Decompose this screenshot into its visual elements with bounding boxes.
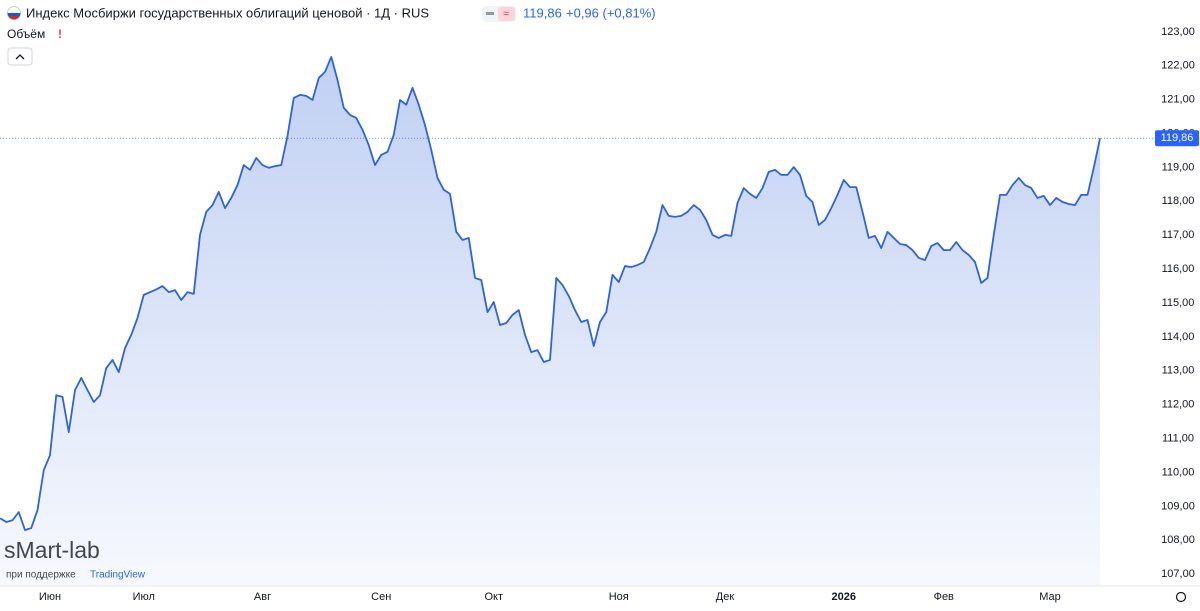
chart-title: Индекс Мосбиржи государственных облигаци… bbox=[26, 5, 429, 20]
area-fill bbox=[0, 56, 1100, 585]
x-tick-label: Ноя bbox=[609, 591, 629, 603]
x-tick-label: Июл bbox=[133, 591, 155, 603]
y-tick-label: 107,00 bbox=[1161, 568, 1195, 580]
icon bbox=[15, 54, 25, 60]
icon bbox=[498, 7, 515, 21]
icon bbox=[486, 12, 494, 15]
support-label: при поддержке bbox=[6, 570, 76, 581]
y-tick-label: 109,00 bbox=[1161, 500, 1195, 512]
price-line bbox=[0, 56, 1101, 531]
x-tick-label: Июн bbox=[39, 591, 61, 603]
y-tick-label: 115,00 bbox=[1162, 297, 1195, 309]
support-brand[interactable]: TradingView bbox=[90, 570, 146, 581]
y-tick-label: 116,00 bbox=[1162, 263, 1195, 275]
header: Индекс Мосбиржи государственных облигаци… bbox=[7, 5, 656, 66]
y-tick-label: 113,00 bbox=[1162, 365, 1195, 377]
y-tick-label: 121,00 bbox=[1161, 94, 1195, 106]
x-tick-label: Мар bbox=[1039, 591, 1061, 603]
y-tick-label: 111,00 bbox=[1162, 432, 1194, 444]
x-tick-label: Сен bbox=[371, 591, 391, 603]
y-tick-label: 108,00 bbox=[1161, 534, 1195, 546]
settings-button[interactable] bbox=[1175, 591, 1187, 603]
watermark: sMart-lab bbox=[4, 537, 100, 563]
x-tick-label: 2026 bbox=[832, 591, 856, 603]
x-tick-label: Дек bbox=[716, 591, 735, 603]
y-tick-label: 114,00 bbox=[1162, 331, 1195, 343]
volume-legend[interactable]: Объём bbox=[7, 27, 45, 41]
last-price-tag-label: 119,86 bbox=[1161, 132, 1194, 144]
price-change: +0,96 (+0,81%) bbox=[566, 5, 656, 20]
y-tick-label: 118,00 bbox=[1162, 195, 1195, 207]
x-tick-label: Фев bbox=[934, 591, 954, 603]
flag bbox=[8, 16, 20, 20]
plot-area bbox=[0, 56, 1101, 585]
y-tick-label: 117,00 bbox=[1162, 229, 1195, 241]
y-tick-label: 122,00 bbox=[1161, 60, 1195, 72]
y-tick-label: 123,00 bbox=[1161, 26, 1195, 38]
x-tick-label: Авг bbox=[254, 591, 271, 603]
y-tick-label: 119,00 bbox=[1162, 161, 1195, 173]
warning-icon: ! bbox=[58, 27, 62, 41]
last-price-tag bbox=[1155, 130, 1199, 147]
last-price: 119,86 bbox=[523, 5, 562, 20]
icon: ≈ bbox=[503, 8, 509, 20]
y-tick-label: 112,00 bbox=[1162, 399, 1195, 411]
collapse-button[interactable] bbox=[7, 47, 33, 66]
y-tick-label: 110,00 bbox=[1162, 466, 1195, 478]
x-tick-label: Окт bbox=[484, 591, 503, 603]
